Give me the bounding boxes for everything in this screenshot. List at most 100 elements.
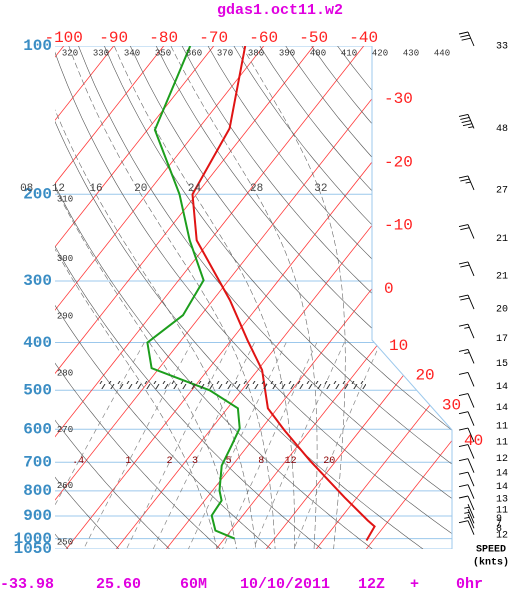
isotherm-label: 30: [442, 396, 461, 414]
moist-adiabat-label: 20: [134, 183, 147, 195]
wind-speed: 11: [496, 421, 508, 432]
moist-adiabat: [170, 46, 318, 549]
wind-barb: [458, 411, 475, 426]
moist-adiabat-label: 24: [188, 183, 202, 195]
wind-speed: 11: [496, 438, 508, 449]
wind-barb: [458, 348, 475, 364]
dry-adiabat-label: 250: [57, 538, 73, 548]
wind-speed: 20: [496, 305, 508, 316]
isotherm: [55, 46, 364, 549]
pressure-label: 700: [23, 453, 52, 471]
pressure-label: 400: [23, 334, 52, 352]
wind-barb: [458, 471, 475, 487]
mixing-ratio-label: 5: [226, 456, 232, 467]
dry-adiabat: [55, 46, 424, 549]
mixing-ratio-line: [253, 342, 345, 549]
wind-barb: [458, 444, 475, 459]
dry-adiabat-label: 390: [279, 48, 295, 58]
footer-field: +: [410, 576, 419, 592]
wind-barb: [464, 514, 475, 529]
dry-adiabat: [155, 46, 452, 549]
pressure-label: 1050: [14, 540, 52, 558]
wind-speed: 12: [496, 530, 508, 541]
isotherm-label: -100: [44, 29, 82, 47]
mixing-ratio-label: 1: [125, 456, 131, 467]
mixing-ratio-label: 2: [166, 456, 172, 467]
moist-adiabat-label: 16: [89, 183, 102, 195]
isotherm-label: -40: [349, 29, 378, 47]
mixing-ratio-line: [188, 342, 287, 549]
wind-barb: [458, 113, 475, 129]
dry-adiabat: [311, 46, 452, 549]
isotherm-label: -90: [99, 29, 128, 47]
dry-adiabat-label: 380: [248, 48, 264, 58]
wind-barb: [458, 224, 475, 239]
pressure-label: 800: [23, 482, 52, 500]
isotherm: [215, 46, 452, 549]
isotherm-label: -10: [384, 217, 413, 235]
isotherm: [165, 46, 452, 549]
wind-speed: 17: [496, 334, 508, 345]
moist-adiabat-label: 12: [52, 183, 65, 195]
dry-adiabat: [55, 46, 373, 549]
isotherm: [365, 46, 452, 549]
isotherm-label: 10: [389, 337, 408, 355]
dry-adiabat-label: 350: [155, 48, 171, 58]
wind-barb: [458, 520, 475, 535]
dry-adiabat: [104, 46, 452, 549]
wind-speed: 33: [496, 42, 508, 53]
wind-speed: 21: [496, 272, 508, 283]
sounding-line: [146, 46, 241, 540]
isotherm-label: -80: [149, 29, 178, 47]
wind-barb: [464, 503, 475, 519]
isotherm: [55, 46, 114, 549]
isotherm: [55, 46, 314, 549]
wind-speed: 14: [496, 382, 508, 393]
wind-speed: 14: [496, 482, 508, 493]
isotherm: [115, 46, 452, 549]
dry-adiabat: [55, 46, 69, 549]
dry-adiabat: [55, 46, 272, 549]
isotherm: [55, 46, 214, 549]
wind-barb: [458, 371, 475, 387]
dry-adiabat-label: 260: [57, 481, 73, 491]
mixing-ratio-label: 12: [285, 456, 297, 467]
mixing-ratio-line: [126, 342, 231, 549]
wind-barb: [458, 427, 475, 443]
labels: 10020030040050060070080090010001050-100-…: [14, 29, 484, 558]
dry-adiabat: [55, 46, 170, 549]
wind-barb: [458, 393, 475, 408]
pressure-label: 1000: [14, 530, 52, 548]
moist-adiabat-label: 08: [20, 183, 33, 195]
pressure-label: 100: [23, 37, 52, 55]
footer-field: 60M: [180, 576, 207, 592]
moist-adiabat-label: 28: [250, 183, 263, 195]
dry-adiabat-label: 300: [57, 254, 73, 264]
moist-adiabat: [55, 46, 237, 549]
wind-speed: 13: [496, 494, 508, 505]
moist-adiabat: [55, 46, 257, 549]
dry-adiabat-label: 320: [62, 48, 78, 58]
isotherm-label: -50: [299, 29, 328, 47]
wind-speed: 9: [496, 514, 502, 525]
isotherm-label: 20: [415, 367, 434, 385]
wind-speed-units: (knts): [473, 557, 509, 569]
dry-adiabat: [55, 46, 221, 549]
isotherm: [55, 46, 264, 549]
hatch-band: [98, 381, 366, 389]
footer-field: 25.60: [96, 576, 141, 592]
pressure-label: 500: [23, 382, 52, 400]
dry-adiabat: [285, 46, 452, 549]
footer-field: 0hr: [456, 576, 483, 592]
plot-boundary: [371, 46, 453, 549]
wind-speed: 27: [496, 186, 508, 197]
wind-speed: 8: [496, 524, 502, 535]
moist-adiabat-label: 32: [314, 183, 327, 195]
wind-speed: 12: [496, 454, 508, 465]
wind-speed: 15: [496, 359, 508, 370]
pressure-label: 300: [23, 272, 52, 290]
wind-speed: 14: [496, 403, 508, 414]
isotherm: [265, 46, 452, 549]
wind-barb: [458, 261, 475, 277]
